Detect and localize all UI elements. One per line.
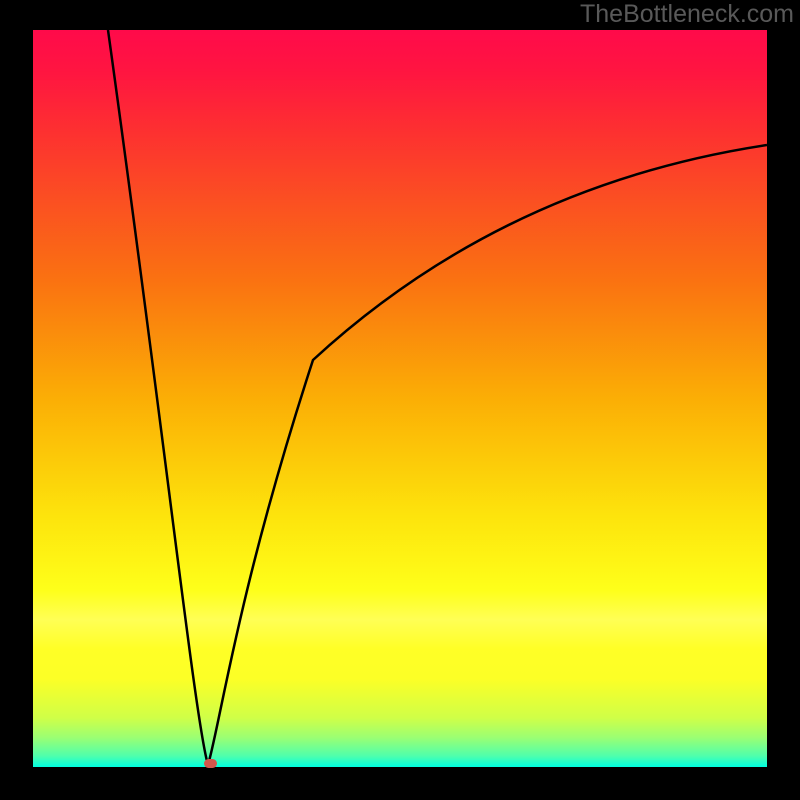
optimum-marker	[204, 759, 217, 768]
chart-stage: TheBottleneck.com	[0, 0, 800, 800]
watermark-text: TheBottleneck.com	[580, 0, 794, 29]
plot-area	[33, 30, 767, 767]
bottleneck-curve	[33, 30, 767, 767]
